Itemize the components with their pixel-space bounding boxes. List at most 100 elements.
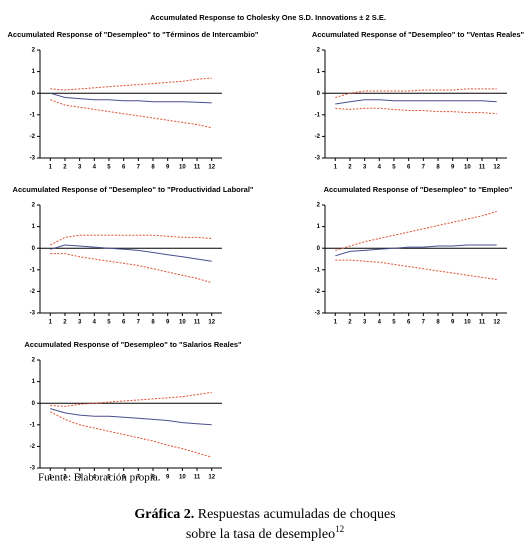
- x-tick-label: 10: [464, 165, 471, 171]
- y-tick-label: 2: [317, 203, 321, 209]
- x-tick-label: 6: [122, 475, 126, 481]
- series-line: [335, 211, 497, 251]
- x-tick-label: 4: [93, 165, 97, 171]
- x-tick-label: 1: [334, 165, 338, 171]
- y-tick-label: 1: [32, 379, 36, 385]
- y-tick-label: -3: [30, 311, 36, 317]
- series-line: [335, 99, 497, 105]
- x-tick-label: 3: [78, 165, 82, 171]
- x-tick-label: 2: [63, 320, 67, 326]
- y-tick-label: 0: [32, 401, 36, 407]
- x-tick-label: 3: [363, 165, 367, 171]
- x-tick-label: 7: [137, 165, 141, 171]
- x-tick-label: 12: [208, 165, 215, 171]
- y-tick-label: -2: [315, 134, 321, 140]
- x-tick-label: 11: [479, 165, 486, 171]
- x-tick-label: 7: [137, 475, 141, 481]
- source-note: Fuente: Elaboración propia.: [38, 472, 161, 484]
- chart-title: Accumulated Response of "Desempleo" to "…: [24, 340, 242, 349]
- y-tick-label: -2: [30, 289, 36, 295]
- x-tick-label: 1: [49, 165, 53, 171]
- x-tick-label: 10: [464, 320, 471, 326]
- caption: Gráfica 2. Respuestas acumuladas de choq…: [134, 507, 395, 522]
- x-tick-label: 5: [392, 320, 396, 326]
- y-tick-label: -3: [315, 156, 321, 162]
- x-tick-label: 7: [422, 165, 426, 171]
- chart-title: Accumulated Response of "Desempleo" to "…: [13, 185, 254, 194]
- series-line: [50, 244, 212, 262]
- x-tick-label: 10: [179, 475, 186, 481]
- x-tick-label: 2: [63, 165, 67, 171]
- x-tick-label: 2: [63, 475, 67, 481]
- x-tick-label: 7: [137, 320, 141, 326]
- chart-title: Accumulated Response of "Desempleo" to "…: [324, 185, 513, 194]
- x-tick-label: 6: [122, 165, 126, 171]
- x-tick-label: 2: [348, 320, 352, 326]
- series-line: [50, 92, 212, 104]
- caption-text: Respuestas acumuladas de choques: [198, 507, 396, 522]
- y-tick-label: -3: [30, 466, 36, 472]
- y-tick-label: 0: [32, 91, 36, 97]
- y-tick-label: 1: [317, 224, 321, 230]
- x-tick-label: 3: [363, 320, 367, 326]
- x-tick-label: 9: [166, 165, 170, 171]
- x-tick-label: 5: [107, 165, 111, 171]
- series-line: [50, 411, 212, 458]
- y-tick-label: 2: [32, 358, 36, 364]
- y-tick-label: 0: [317, 246, 321, 252]
- x-tick-label: 6: [407, 320, 411, 326]
- caption-text: sobre la tasa de desempleo: [186, 527, 335, 542]
- caption-line: sobre la tasa de desempleo12: [186, 524, 344, 542]
- series-line: [50, 234, 212, 246]
- chart-title: Accumulated Response of "Desempleo" to "…: [312, 30, 525, 39]
- x-tick-label: 5: [107, 320, 111, 326]
- y-tick-label: -2: [315, 289, 321, 295]
- y-tick-label: -3: [30, 156, 36, 162]
- series-line: [335, 244, 497, 257]
- x-tick-label: 4: [378, 165, 382, 171]
- x-tick-label: 12: [493, 320, 500, 326]
- y-tick-label: 2: [32, 203, 36, 209]
- y-tick-label: 1: [317, 69, 321, 75]
- x-tick-label: 12: [208, 475, 215, 481]
- y-tick-label: 2: [317, 48, 321, 54]
- x-tick-label: 10: [179, 320, 186, 326]
- series-line: [335, 88, 497, 98]
- x-tick-label: 11: [194, 475, 201, 481]
- x-tick-label: 8: [151, 475, 155, 481]
- x-tick-label: 8: [151, 320, 155, 326]
- x-tick-label: 7: [422, 320, 426, 326]
- x-tick-label: 5: [107, 475, 111, 481]
- series-line: [335, 259, 497, 280]
- x-tick-label: 6: [407, 165, 411, 171]
- figure-title: Accumulated Response to Cholesky One S.D…: [150, 13, 386, 22]
- x-tick-label: 4: [93, 320, 97, 326]
- series-line: [335, 107, 497, 115]
- x-tick-label: 8: [436, 165, 440, 171]
- x-tick-label: 5: [392, 165, 396, 171]
- x-tick-label: 1: [334, 320, 338, 326]
- y-tick-label: -1: [30, 422, 36, 428]
- y-tick-label: -2: [30, 444, 36, 450]
- x-tick-label: 2: [348, 165, 352, 171]
- y-tick-label: 1: [32, 69, 36, 75]
- y-tick-label: -1: [30, 112, 36, 118]
- x-tick-label: 9: [166, 475, 170, 481]
- x-tick-label: 6: [122, 320, 126, 326]
- series-line: [50, 408, 212, 426]
- y-tick-label: -1: [315, 112, 321, 118]
- series-line: [50, 253, 212, 284]
- y-tick-label: 2: [32, 48, 36, 54]
- caption-note: 12: [335, 524, 344, 534]
- x-tick-label: 8: [151, 165, 155, 171]
- y-tick-label: 0: [317, 91, 321, 97]
- y-tick-label: -1: [30, 267, 36, 273]
- x-tick-label: 4: [93, 475, 97, 481]
- x-tick-label: 12: [208, 320, 215, 326]
- y-tick-label: 1: [32, 224, 36, 230]
- x-tick-label: 12: [493, 165, 500, 171]
- series-line: [50, 77, 212, 91]
- y-tick-label: 0: [32, 246, 36, 252]
